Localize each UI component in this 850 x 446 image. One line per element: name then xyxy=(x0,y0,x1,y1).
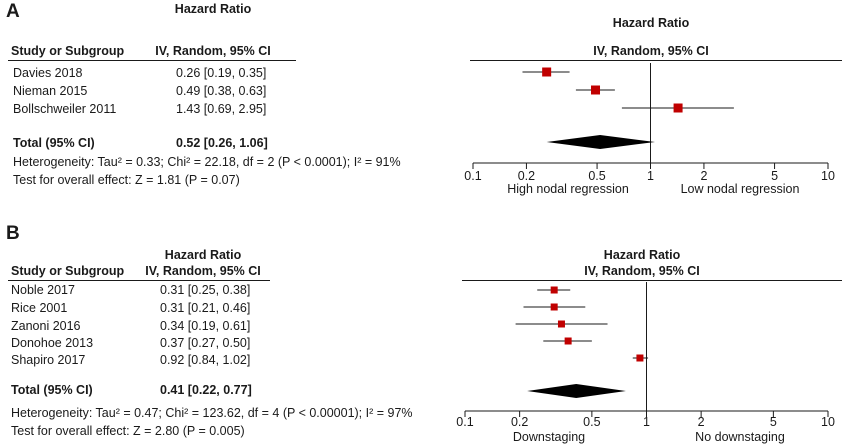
forest-plot-panel-b: B Hazard Ratio Study or Subgroup IV, Ran… xyxy=(0,222,850,446)
forest-plot-panel-a: A Hazard Ratio Study or Subgroup IV, Ran… xyxy=(0,0,850,222)
study-name: Shapiro 2017 xyxy=(11,353,86,367)
study-hr-ci: 0.31 [0.21, 0.46] xyxy=(160,301,251,315)
overall-effect-text: Test for overall effect: Z = 2.80 (P = 0… xyxy=(11,424,245,438)
total-label: Total (95% CI) xyxy=(13,136,95,150)
x-axis-tick-label: 5 xyxy=(770,415,777,429)
x-axis-tick-label: 2 xyxy=(698,415,705,429)
study-point-estimate xyxy=(550,286,558,294)
x-axis-tick-label: 1 xyxy=(647,169,654,183)
x-axis-tick-label: 0.2 xyxy=(511,415,528,429)
plot-header-rule xyxy=(470,60,842,61)
x-axis-tick-label: 1 xyxy=(643,415,650,429)
x-axis-tick-label: 0.1 xyxy=(464,169,481,183)
study-point-estimate xyxy=(557,320,565,328)
panel-label: A xyxy=(6,1,20,22)
study-name: Noble 2017 xyxy=(11,283,75,297)
x-axis-tick-label: 0.5 xyxy=(583,415,600,429)
study-name: Donohoe 2013 xyxy=(11,336,94,350)
study-name: Bollschweiler 2011 xyxy=(13,102,117,116)
favours-right-label: Low nodal regression xyxy=(681,182,800,196)
favours-left-label: Downstaging xyxy=(513,430,585,444)
x-axis-tick-label: 0.1 xyxy=(456,415,473,429)
total-hr-ci: 0.52 [0.26, 1.06] xyxy=(176,136,268,150)
total-hr-ci: 0.41 [0.22, 0.77] xyxy=(160,383,252,397)
study-hr-ci: 0.37 [0.27, 0.50] xyxy=(160,336,251,350)
table-header-rule xyxy=(8,280,270,281)
x-axis-tick-label: 10 xyxy=(821,169,835,183)
forest-plot-area: 0.1 0.2 0.5 1 2 5 10 High nodal regression Low n… xyxy=(464,63,835,196)
x-axis-tick-label: 0.5 xyxy=(588,169,605,183)
forest-plot-area: 0.1 0.2 0.5 1 2 5 10 Downstaging No downstaging xyxy=(456,282,835,444)
plot-title: Hazard Ratio xyxy=(603,248,681,262)
study-hr-ci: 0.49 [0.38, 0.63] xyxy=(176,84,267,98)
study-point-estimate xyxy=(564,337,572,345)
study-point-estimate xyxy=(636,354,644,362)
study-hr-ci: 0.92 [0.84, 1.02] xyxy=(160,353,251,367)
study-column-header: Study or Subgroup xyxy=(11,264,125,278)
study-hr-ci: 1.43 [0.69, 2.95] xyxy=(176,102,267,116)
pooled-estimate-diamond xyxy=(546,135,655,149)
table-header-rule xyxy=(8,60,296,61)
study-column-header: Study or Subgroup xyxy=(11,44,125,58)
study-name: Zanoni 2016 xyxy=(11,319,81,333)
plot-title: Hazard Ratio xyxy=(612,16,690,30)
heterogeneity-text: Heterogeneity: Tau² = 0.47; Chi² = 123.6… xyxy=(11,406,413,420)
study-hr-ci: 0.34 [0.19, 0.61] xyxy=(160,319,251,333)
study-point-estimate xyxy=(550,303,558,311)
study-name: Rice 2001 xyxy=(11,301,68,315)
plot-subtitle: IV, Random, 95% CI xyxy=(584,264,700,278)
x-axis-tick-label: 2 xyxy=(700,169,707,183)
plot-subtitle: IV, Random, 95% CI xyxy=(593,44,709,58)
heterogeneity-text: Heterogeneity: Tau² = 0.33; Chi² = 22.18… xyxy=(13,155,401,169)
hazard-ratio-column-subtitle: IV, Random, 95% CI xyxy=(145,264,261,278)
study-point-estimate xyxy=(591,85,601,95)
hazard-ratio-column-title: Hazard Ratio xyxy=(174,2,252,16)
favours-right-label: No downstaging xyxy=(695,430,785,444)
hazard-ratio-column-subtitle: IV, Random, 95% CI xyxy=(155,44,271,58)
total-label: Total (95% CI) xyxy=(11,383,93,397)
study-point-estimate xyxy=(542,67,552,77)
study-name: Nieman 2015 xyxy=(13,84,88,98)
favours-left-label: High nodal regression xyxy=(507,182,629,196)
x-axis-tick-label: 0.2 xyxy=(518,169,535,183)
hazard-ratio-column-title: Hazard Ratio xyxy=(164,248,242,262)
panel-label: B xyxy=(6,223,20,244)
pooled-estimate-diamond xyxy=(527,384,626,398)
x-axis-tick-label: 10 xyxy=(821,415,835,429)
study-name: Davies 2018 xyxy=(13,66,83,80)
study-point-estimate xyxy=(673,103,683,113)
study-hr-ci: 0.31 [0.25, 0.38] xyxy=(160,283,251,297)
overall-effect-text: Test for overall effect: Z = 1.81 (P = 0… xyxy=(13,173,240,187)
x-axis-tick-label: 5 xyxy=(771,169,778,183)
study-hr-ci: 0.26 [0.19, 0.35] xyxy=(176,66,267,80)
plot-header-rule xyxy=(462,280,842,281)
